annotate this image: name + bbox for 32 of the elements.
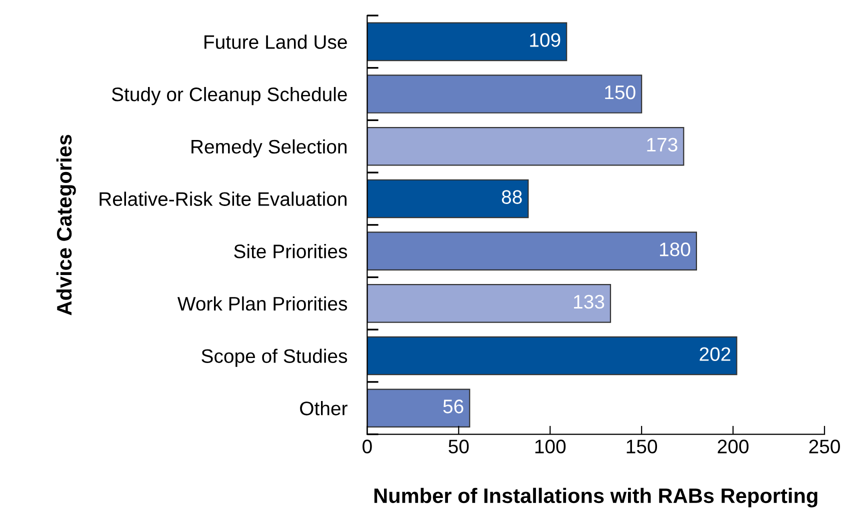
data-label: 56 [443, 400, 464, 414]
y-axis-title: Advice Categories [56, 134, 76, 316]
y-tick-label: Site Priorities [234, 244, 348, 258]
data-label: 109 [530, 33, 560, 47]
data-label: 88 [502, 190, 522, 204]
bar [367, 388, 470, 428]
x-tick-label: 50 [448, 440, 469, 454]
y-tick-label: Relative-Risk Site Evaluation [100, 192, 346, 206]
x-tick-label: 0 [362, 440, 372, 454]
y-tick-label: Remedy Selection [192, 139, 346, 158]
y-tick-label: Study or Cleanup Schedule [112, 86, 347, 106]
bar [367, 126, 684, 166]
bar [367, 74, 642, 114]
x-tick-label: 200 [718, 440, 748, 454]
x-axis-title: Number of Installations with RABs Reporting [374, 488, 818, 508]
data-label: 202 [700, 347, 730, 361]
data-label: 150 [605, 85, 636, 100]
y-tick-label: Future Land Use [204, 34, 347, 49]
x-tick-label: 100 [535, 440, 566, 454]
data-label: 133 [574, 294, 604, 309]
x-tick-label: 150 [626, 440, 658, 454]
bar [367, 336, 738, 376]
y-tick-label: Other [300, 401, 348, 416]
x-tick-label: 250 [809, 440, 840, 454]
data-label: 173 [647, 138, 678, 152]
data-label: 180 [660, 242, 690, 256]
y-tick-label: Scope of Studies [202, 348, 348, 367]
y-tick-label: Work Plan Priorities [177, 296, 348, 311]
bar [367, 284, 612, 323]
bar [367, 179, 529, 218]
bar [367, 22, 568, 62]
bar [367, 232, 698, 270]
